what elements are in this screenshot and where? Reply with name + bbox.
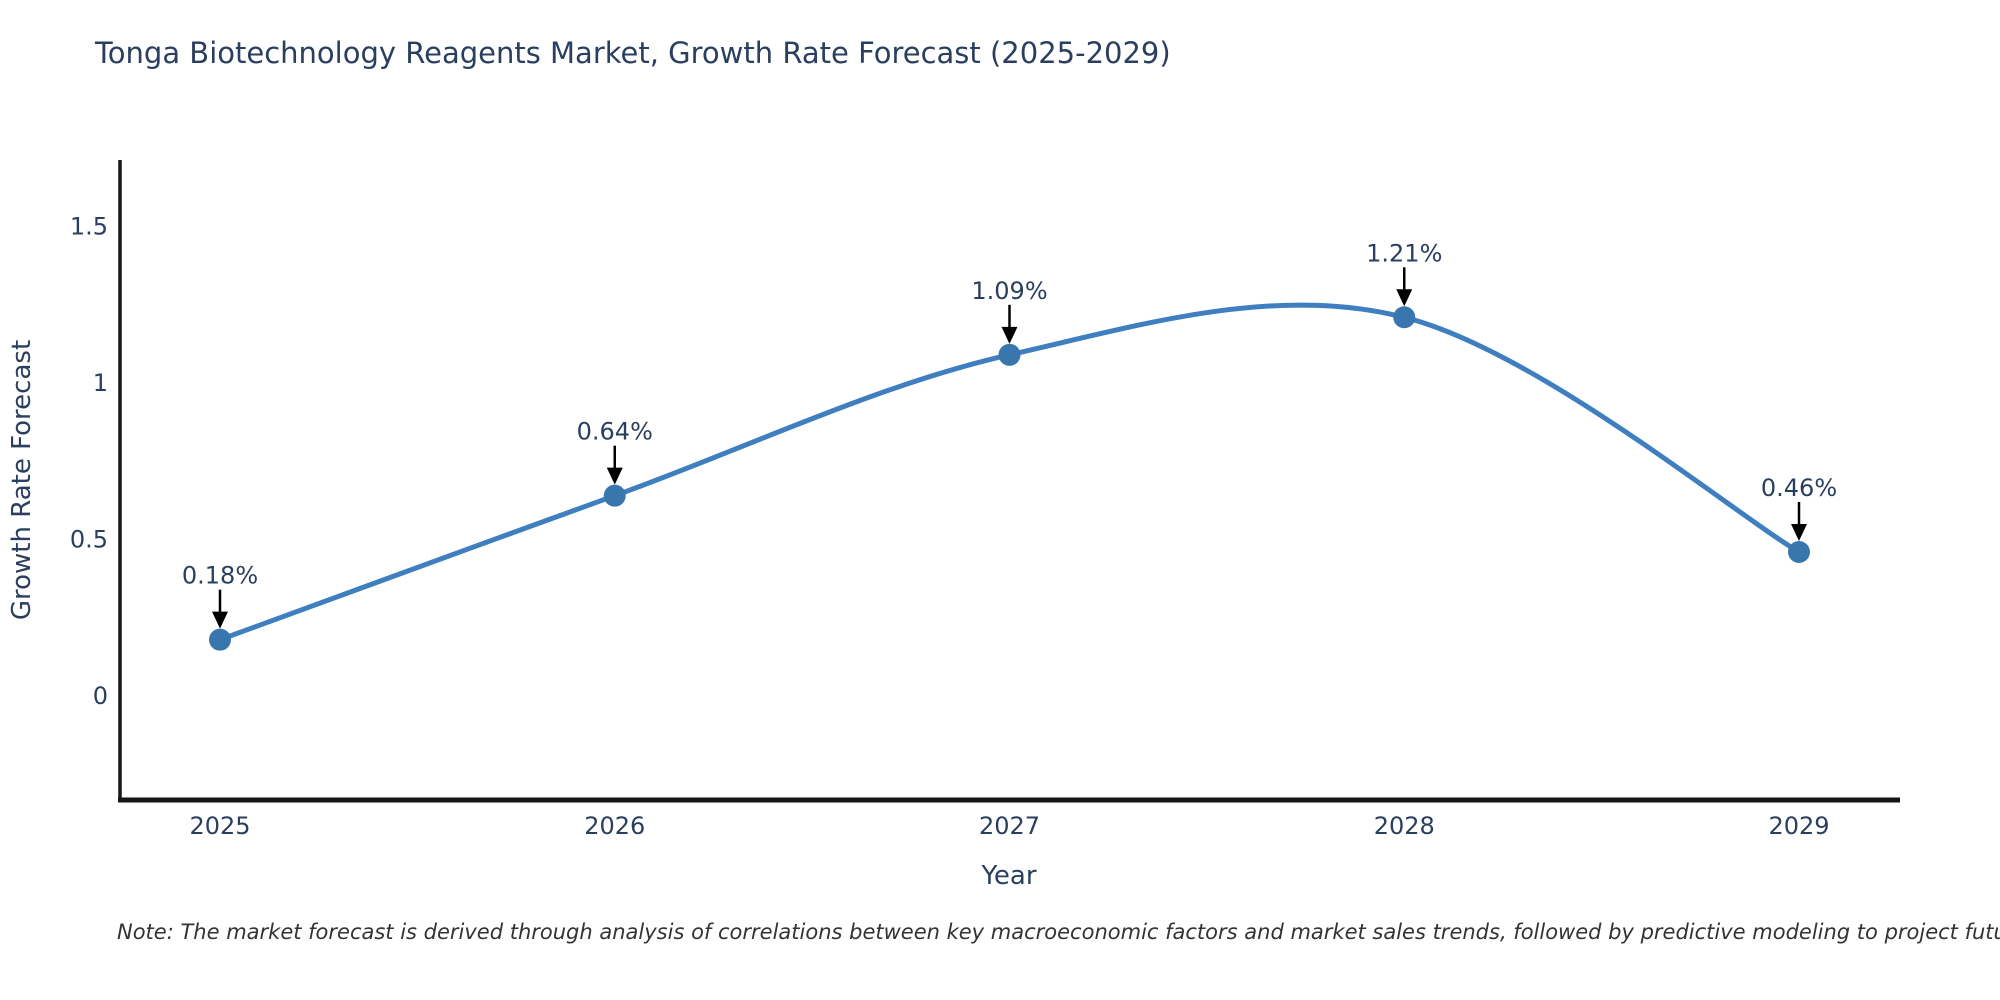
chart-footnote: Note: The market forecast is derived thr… — [117, 920, 2000, 944]
annotation-arrowhead-2028 — [1396, 289, 1413, 307]
data-point-2027 — [998, 343, 1021, 366]
y-tick-label-0.5: 0.5 — [70, 526, 108, 554]
annotation-arrowhead-2027 — [1001, 326, 1018, 344]
x-tick-label-2028: 2028 — [1374, 812, 1435, 840]
x-axis-title: Year — [980, 861, 1036, 891]
x-tick-label-2025: 2025 — [189, 812, 250, 840]
y-axis-title: Growth Rate Forecast — [7, 340, 37, 620]
x-tick-label-2029: 2029 — [1768, 812, 1829, 840]
y-tick-label-0: 0 — [93, 682, 108, 710]
annotation-label-2028: 1.21% — [1366, 239, 1442, 267]
annotation-label-2029: 0.46% — [1761, 474, 1837, 502]
x-tick-label-2026: 2026 — [584, 812, 645, 840]
annotation-label-2025: 0.18% — [182, 562, 258, 590]
annotation-label-2027: 1.09% — [971, 277, 1047, 305]
chart-title: Tonga Biotechnology Reagents Market, Gro… — [95, 36, 1171, 70]
y-tick-label-1.5: 1.5 — [70, 213, 108, 241]
data-point-2028 — [1393, 306, 1416, 329]
annotation-arrowhead-2026 — [606, 467, 623, 485]
y-tick-label-1: 1 — [93, 369, 108, 397]
annotation-label-2026: 0.64% — [577, 418, 653, 446]
annotation-arrowhead-2025 — [212, 611, 228, 629]
x-tick-label-2027: 2027 — [979, 812, 1040, 840]
data-point-2025 — [209, 628, 231, 651]
data-point-2029 — [1788, 541, 1810, 564]
annotation-arrowhead-2029 — [1791, 524, 1807, 542]
data-point-2026 — [603, 484, 626, 507]
